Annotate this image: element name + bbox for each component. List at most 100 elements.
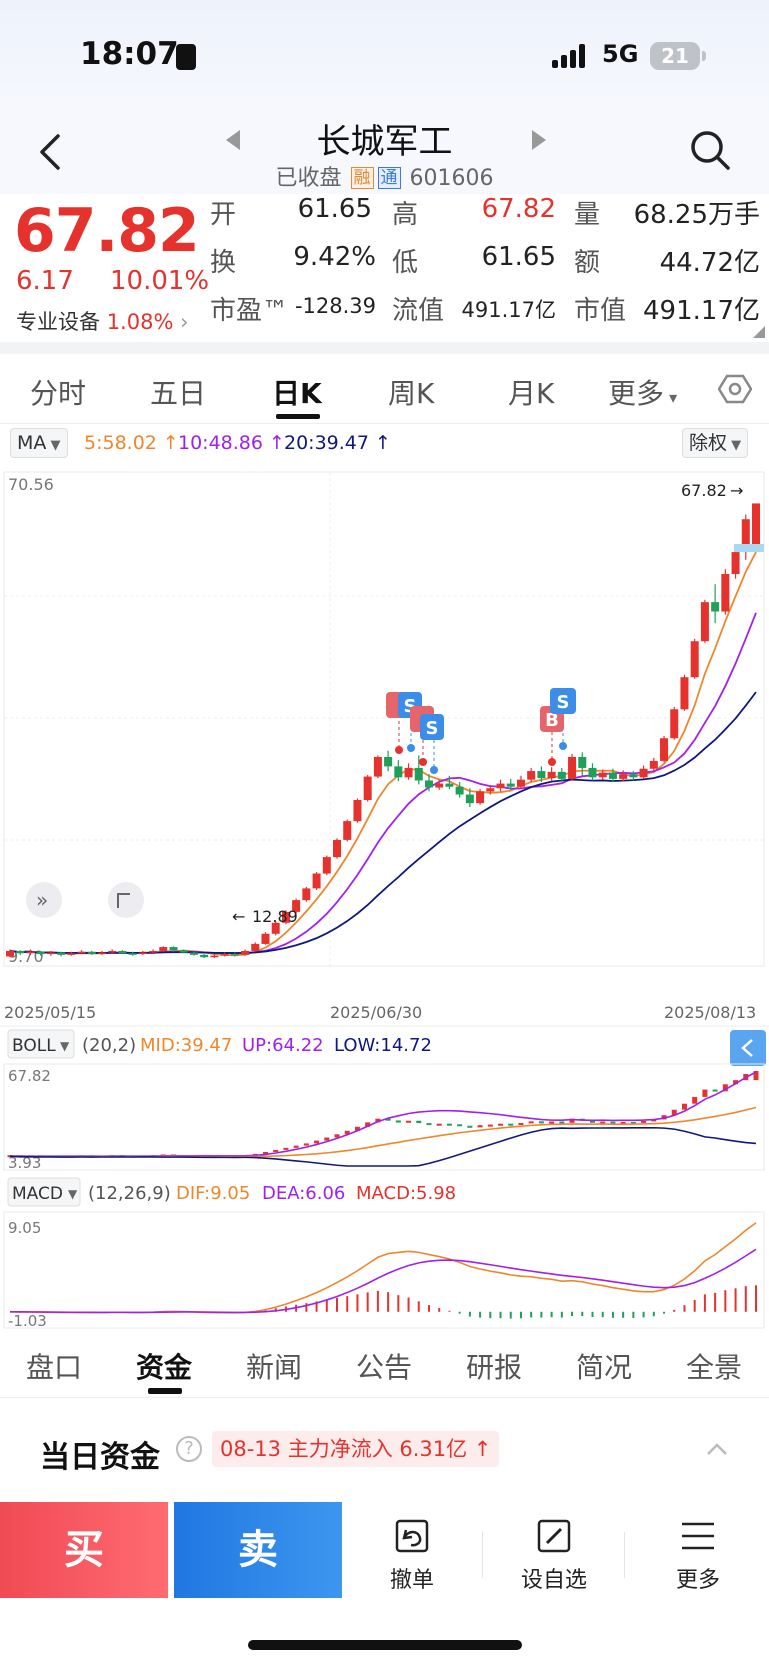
ma20-value: 20:39.47 ↑ <box>284 432 391 454</box>
tab-fund-flow[interactable]: 资金 <box>136 1351 193 1384</box>
dea-line <box>9 1248 757 1314</box>
settings-icon[interactable] <box>718 372 752 406</box>
divider <box>482 1532 483 1578</box>
candle-body <box>476 791 485 804</box>
tab-monthly-k[interactable]: 月K <box>508 377 555 410</box>
candle-body <box>149 950 158 953</box>
adjust-selector[interactable]: 除权 ▼ <box>682 428 749 458</box>
candle-body <box>455 786 464 795</box>
id-card-icon <box>176 44 196 70</box>
tab-announcements[interactable]: 公告 <box>356 1351 413 1384</box>
quote-value-float-cap: 491.17亿 <box>461 298 556 322</box>
macd-dea: DEA:6.06 <box>262 1183 345 1204</box>
tab-weekly-k[interactable]: 周K <box>388 377 435 410</box>
boll-bar <box>314 1140 320 1144</box>
prev-stock-icon[interactable] <box>226 130 240 150</box>
expand-left-icon[interactable] <box>26 882 62 918</box>
stock-header: 长城军工 已收盘 融通 601606 <box>0 110 769 194</box>
kline-chart[interactable]: 70.56 9.70 S S B S 67.82 <box>0 470 769 1330</box>
boll-bar <box>702 1089 708 1097</box>
candle-body <box>251 943 260 951</box>
next-stock-icon[interactable] <box>532 130 546 150</box>
search-icon[interactable] <box>688 128 732 172</box>
boll-bar <box>416 1120 422 1124</box>
candle-body <box>57 952 66 955</box>
boll-bar <box>620 1121 626 1124</box>
candle-body <box>220 954 229 956</box>
candle-body <box>179 950 188 953</box>
boll-bar <box>589 1120 595 1123</box>
ma20-line <box>9 691 757 954</box>
candle-body <box>373 756 382 777</box>
tab-intraday[interactable]: 分时 <box>30 377 87 410</box>
tab-research[interactable]: 研报 <box>466 1351 523 1384</box>
caret-down-icon: ▼ <box>60 1039 70 1053</box>
crosshair-toggle-icon[interactable] <box>108 882 144 918</box>
more-label: 更多 <box>675 1568 720 1593</box>
buy-button[interactable]: 买 <box>0 1502 168 1598</box>
boll-bar <box>467 1125 473 1128</box>
more-button[interactable]: 更多 <box>638 1502 758 1598</box>
quote-label-market-cap: 市值 <box>574 296 627 326</box>
tab-five-day[interactable]: 五日 <box>150 377 207 410</box>
tab-overview[interactable]: 全景 <box>686 1351 743 1384</box>
sell-button[interactable]: 卖 <box>174 1502 342 1598</box>
chevron-up-icon[interactable] <box>706 1438 728 1460</box>
boll-bar <box>681 1103 687 1110</box>
margin-tag: 融 <box>350 167 374 189</box>
boll-bar <box>273 1149 279 1152</box>
sell-marker[interactable] <box>550 688 576 714</box>
back-icon[interactable] <box>36 132 66 172</box>
tab-more[interactable]: 更多 ▾ <box>608 372 677 412</box>
active-tab-indicator <box>276 414 320 419</box>
boll-bar <box>753 1071 759 1081</box>
boll-bar <box>498 1123 504 1126</box>
quote-value-pe: -128.39 <box>294 294 376 318</box>
boll-bar <box>477 1125 483 1128</box>
arrow-up-icon: ↑ <box>368 432 391 454</box>
candle-body <box>363 776 372 801</box>
macd-selector[interactable] <box>7 1177 81 1207</box>
quote-value-high: 67.82 <box>481 194 556 224</box>
boll-bar <box>528 1121 534 1124</box>
arrow-left-icon: ← <box>232 907 245 926</box>
boll-bar <box>600 1121 606 1124</box>
boll-bar <box>262 1151 268 1154</box>
tab-more-label: 更多 <box>608 377 665 410</box>
stock-name: 长城军工 <box>316 122 453 162</box>
boll-bar <box>692 1096 698 1104</box>
sell-marker[interactable] <box>420 714 444 740</box>
chevron-left-icon <box>741 1039 753 1057</box>
tab-order-book[interactable]: 盘口 <box>26 1351 83 1384</box>
candle-body <box>16 950 25 954</box>
connect-tag: 通 <box>377 167 401 189</box>
tab-daily-k[interactable]: 日K <box>272 377 322 410</box>
boll-bar <box>436 1123 442 1126</box>
ma-selector[interactable]: MA ▼ <box>10 428 68 458</box>
sector-link[interactable]: 专业设备 1.08% › <box>16 306 189 336</box>
boll-max-label: 67.82 <box>8 1067 51 1085</box>
collapse-panel-button[interactable] <box>730 1030 766 1066</box>
boll-bar <box>324 1137 330 1141</box>
net-inflow-badge: 08-13 主力净流入 6.31亿 ↑ <box>212 1431 500 1467</box>
boll-bar <box>293 1145 299 1148</box>
candle-body <box>87 951 96 955</box>
candle-body <box>700 602 709 642</box>
cancel-order-button[interactable]: 撤单 <box>352 1502 472 1598</box>
price-max-label: 70.56 <box>8 475 54 494</box>
boll-bar <box>375 1118 381 1123</box>
expand-corner-icon[interactable] <box>753 326 765 338</box>
boll-bar <box>446 1123 452 1126</box>
boll-selector[interactable] <box>7 1029 75 1059</box>
candle-body <box>547 771 556 779</box>
stock-code: 601606 <box>409 166 494 191</box>
last-price: 67.82 <box>14 196 200 266</box>
tab-profile[interactable]: 简况 <box>576 1351 633 1384</box>
add-watchlist-button[interactable]: 设自选 <box>494 1502 614 1598</box>
info-tabs: 盘口 资金 新闻 公告 研报 简况 全景 <box>0 1330 769 1398</box>
tab-news[interactable]: 新闻 <box>246 1351 303 1384</box>
divider <box>0 342 769 354</box>
help-icon[interactable]: ? <box>176 1436 202 1462</box>
boll-bar <box>457 1124 463 1127</box>
candle-body <box>445 783 454 787</box>
